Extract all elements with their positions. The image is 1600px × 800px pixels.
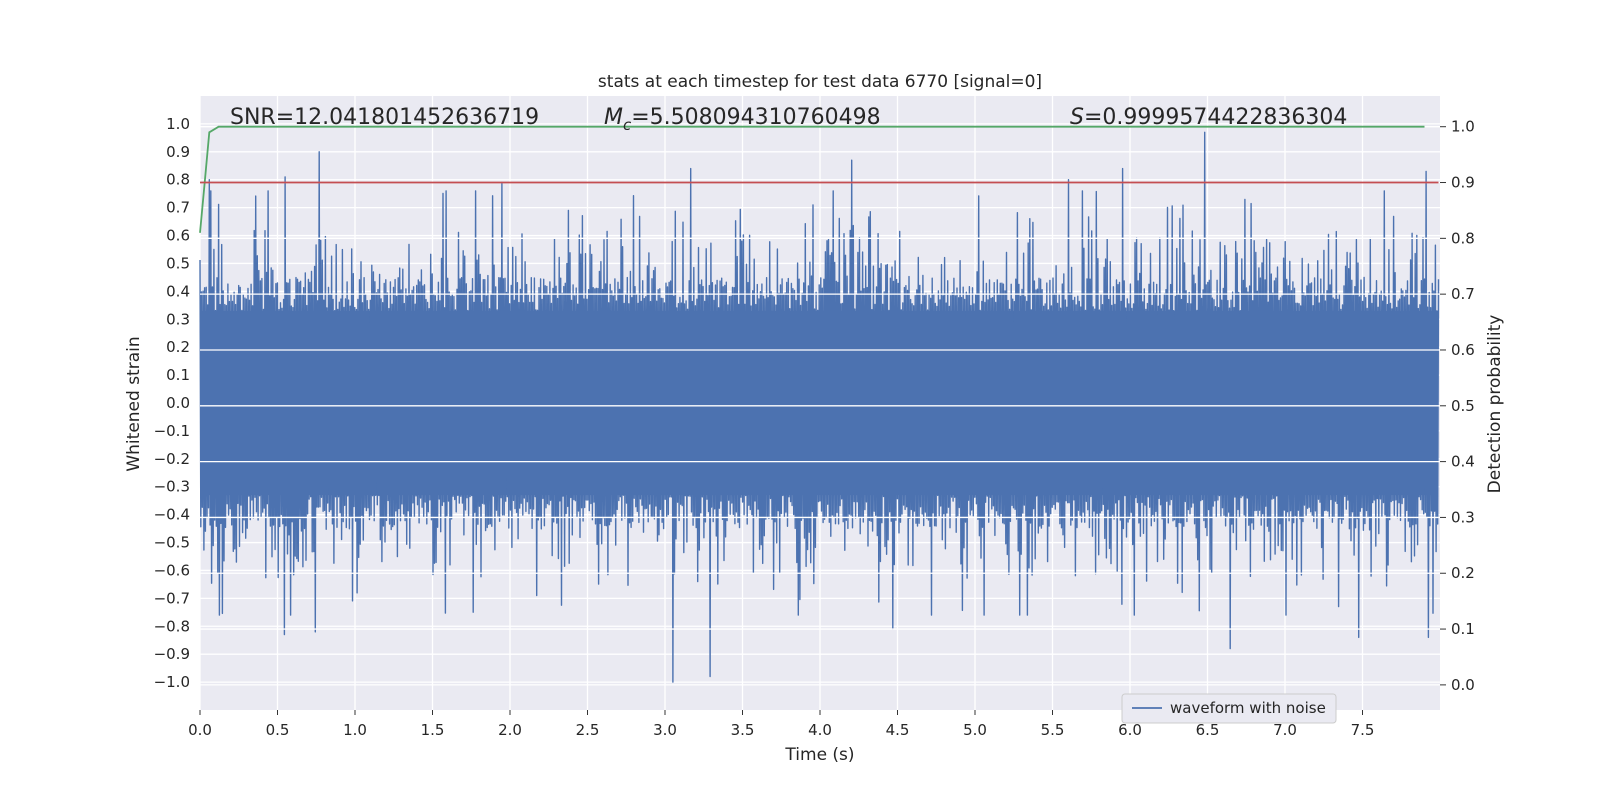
waveform-line: [199, 131, 1440, 683]
y-tick-label: −1.0: [154, 673, 190, 691]
y-tick-label: 0.7: [166, 199, 190, 217]
x-tick-label: 2.0: [498, 721, 522, 739]
y-tick-label: 0.6: [166, 227, 190, 245]
chirp-mass-annotation: Mc=5.508094310760498: [604, 105, 881, 134]
y-tick-label: −0.5: [154, 534, 190, 552]
legend-box: [1121, 693, 1337, 724]
y2-tick-label: 0.6: [1451, 341, 1475, 359]
probability-series: [199, 125, 1439, 233]
y-tick-label: −0.9: [154, 645, 190, 663]
y2-tick-label: 0.4: [1451, 453, 1475, 471]
y-tick-label: −0.6: [154, 561, 190, 579]
y-tick-label: −0.3: [154, 478, 190, 496]
y-tick-label: −0.8: [154, 617, 190, 635]
y-tick-label: 0.8: [166, 171, 190, 189]
y-tick-label: 0.5: [166, 254, 190, 272]
x-tick-label: 3.0: [653, 721, 677, 739]
y-tick-label: −0.2: [154, 450, 190, 468]
y2-tick-label: 0.8: [1451, 229, 1475, 247]
x-tick-label: 0.5: [266, 721, 290, 739]
y-axis-label: Whitened strain: [124, 336, 144, 471]
y-tick-label: 0.1: [166, 366, 190, 384]
x-tick-label: 2.5: [576, 721, 600, 739]
waveform-series: [199, 131, 1440, 683]
x-tick-label: 7.0: [1273, 721, 1297, 739]
chart-title: stats at each timestep for test data 677…: [598, 72, 1042, 92]
x-tick-label: 6.0: [1118, 721, 1142, 739]
y-tick-label: 0.3: [166, 310, 190, 328]
y2-tick-label: 0.1: [1451, 620, 1475, 638]
y2-tick-label: 0.5: [1451, 397, 1475, 415]
y-tick-label: −0.1: [154, 422, 190, 440]
x-tick-label: 0.0: [188, 721, 212, 739]
y2-tick-label: 0.0: [1451, 676, 1475, 694]
y-tick-label: −0.4: [154, 506, 190, 524]
y2-axis-label: Detection probability: [1485, 315, 1505, 494]
x-tick-label: 4.5: [886, 721, 910, 739]
x-axis-label: Time (s): [784, 745, 854, 765]
y-tick-label: 0.0: [166, 394, 190, 412]
x-tick-label: 5.0: [963, 721, 987, 739]
y-tick-label: 0.4: [166, 282, 190, 300]
x-tick-label: 4.0: [808, 721, 832, 739]
x-tick-label: 6.5: [1196, 721, 1220, 739]
x-tick-label: 5.5: [1041, 721, 1065, 739]
y2-axis-ticks: 1.0 0.9 0.8 0.7 0.6 0.5 0.4 0.3 0.2 0.1 0.0: [1440, 118, 1475, 694]
x-tick-label: 7.5: [1351, 721, 1375, 739]
x-axis-ticks: 0.0 0.5 1.0 1.5 2.0 2.5 3.0 3.5 4.0 4.5 5.0 5.5 6.0 6…: [188, 710, 1374, 739]
x-tick-label: 1.0: [343, 721, 367, 739]
y2-tick-label: 0.9: [1451, 174, 1475, 192]
detection-probability-line: [199, 125, 1425, 233]
y-axis-ticks: 1.0 0.9 0.8 0.7 0.6 0.5 0.4 0.3 0.2 0.1 0.0 −0.1 −0.…: [154, 115, 190, 691]
y2-tick-label: 0.7: [1451, 285, 1475, 303]
detection-statistic-annotation: S=0.9999574422836304: [1070, 105, 1347, 130]
y-tick-label: 0.2: [166, 338, 190, 356]
y-tick-label: 1.0: [166, 115, 190, 133]
y-tick-label: −0.7: [154, 589, 190, 607]
y2-tick-label: 1.0: [1451, 118, 1475, 136]
x-tick-label: 1.5: [421, 721, 445, 739]
y2-tick-label: 0.3: [1451, 508, 1475, 526]
snr-annotation: SNR=12.041801452636719: [230, 105, 539, 130]
legend: waveform with noise: [1121, 693, 1337, 724]
y-tick-label: 0.9: [166, 143, 190, 161]
y2-tick-label: 0.2: [1451, 564, 1475, 582]
legend-label: waveform with noise: [1170, 699, 1326, 717]
x-tick-label: 3.5: [731, 721, 755, 739]
